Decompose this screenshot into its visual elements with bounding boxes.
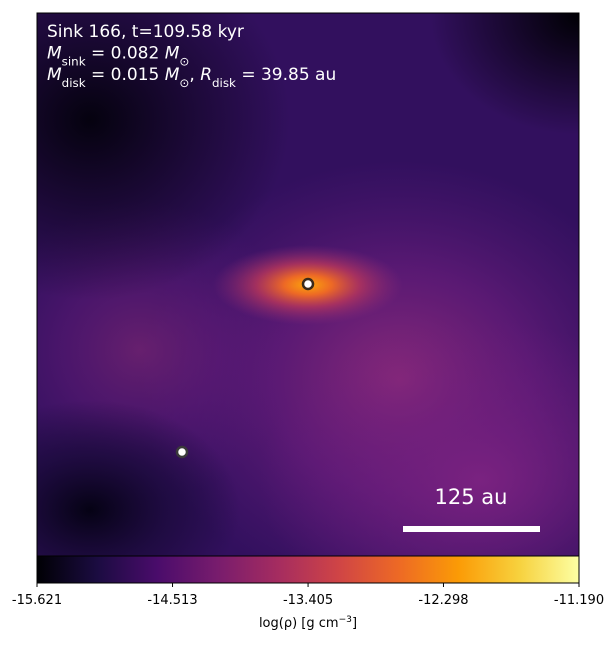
sink-marker [301,277,315,291]
annotation-line: Msink = 0.082 M⊙ [47,44,189,69]
text-run: = 39.85 au [236,65,336,85]
annotation-line: Mdisk = 0.015 M⊙, Rdisk = 39.85 au [47,65,336,90]
colorbar-tick-label: -11.190 [554,593,604,608]
subscript: sink [62,55,86,69]
colorbar-ticks: -15.621 -14.513 -13.405 -12.298 -11.190 [12,583,604,608]
annotation-line: Sink 166, t=109.58 kyr [47,22,244,42]
text-run: M [165,65,180,85]
colorbar-label: log(ρ) [g cm−3] [259,615,357,631]
text-run: R [200,65,212,85]
colorbar [36,555,580,584]
text-run: = 0.015 [86,65,165,85]
subscript: ⊙ [179,76,189,90]
colorbar-tick-label: -13.405 [283,593,333,608]
colorbar-tick-label: -14.513 [147,593,197,608]
subscript: disk [62,76,86,90]
subscript: ⊙ [179,55,189,69]
text-run: M [47,65,62,85]
text-run: ] [352,616,357,631]
sink-marker [175,445,189,459]
text-run: M [165,44,180,64]
colorbar-tick-label: -12.298 [418,593,468,608]
text-run: , [189,65,200,85]
superscript: −3 [339,615,353,625]
text-run: M [47,44,62,64]
text-run: Sink 166, t=109.58 kyr [47,22,244,42]
subscript: disk [212,76,236,90]
text-run: = 0.082 [86,44,165,64]
colorbar-tick-label: -15.621 [12,593,62,608]
text-run: log(ρ) [g cm [259,616,339,631]
scale-bar-label: 125 au [435,485,508,509]
